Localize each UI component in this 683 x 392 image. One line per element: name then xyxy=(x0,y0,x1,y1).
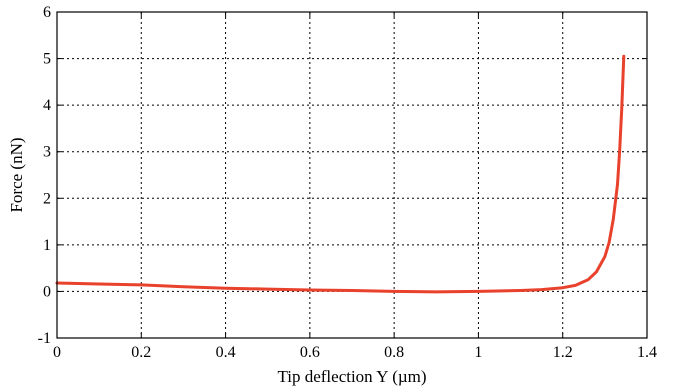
x-tick-label: 0.2 xyxy=(131,344,151,361)
y-tick-label: 1 xyxy=(43,237,51,254)
axes xyxy=(56,11,648,339)
x-tick-label: 0.4 xyxy=(216,344,236,361)
y-tick-label: -1 xyxy=(38,330,51,347)
series-layer xyxy=(55,54,626,294)
x-axis-label: Tip deflection Y (µm) xyxy=(277,367,426,386)
x-tick-label: 1 xyxy=(474,344,482,361)
y-tick-label: 6 xyxy=(43,4,51,21)
y-tick-label: 3 xyxy=(43,144,51,161)
y-axis-label: Force (nN) xyxy=(7,137,26,212)
y-tick-label: 2 xyxy=(43,190,51,207)
x-tick-label: 1.4 xyxy=(637,344,657,361)
y-tick-label: 5 xyxy=(43,51,51,68)
y-tick-label: 4 xyxy=(43,97,51,114)
series-line xyxy=(55,54,626,294)
x-tick-label: 0.8 xyxy=(384,344,404,361)
plot-frame xyxy=(56,11,648,339)
x-tick-label: 1.2 xyxy=(553,344,573,361)
y-tick-labels: -1 0 1 2 3 4 5 6 xyxy=(38,4,51,347)
x-tick-labels: 0 0.2 0.4 0.6 0.8 1 1.2 1.4 xyxy=(53,344,657,361)
x-tick-label: 0 xyxy=(53,344,61,361)
y-tick-label: 0 xyxy=(43,283,51,300)
x-tick-label: 0.6 xyxy=(300,344,320,361)
